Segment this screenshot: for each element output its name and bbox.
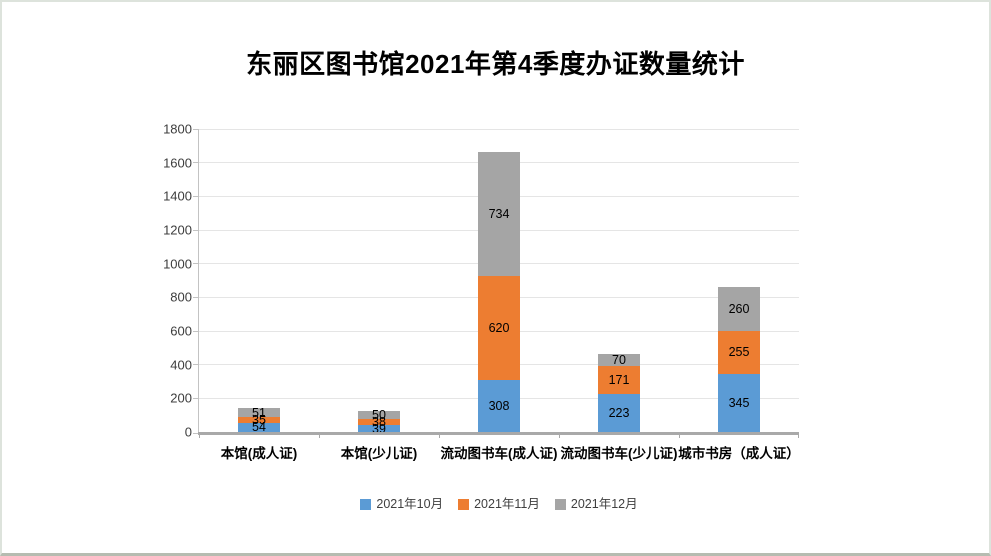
x-axis-line — [198, 432, 799, 435]
y-axis-tick — [193, 330, 199, 332]
bar-segment: 35 — [238, 414, 280, 426]
legend: 2021年10月 2021年11月 2021年12月 — [199, 498, 799, 511]
y-axis-label: 400 — [170, 357, 192, 373]
y-axis-line — [198, 129, 199, 432]
y-axis-label: 1800 — [163, 121, 192, 137]
bar-1: 54 35 51 — [238, 405, 280, 435]
y-axis-tick — [193, 195, 199, 197]
y-axis-label: 800 — [170, 289, 192, 305]
y-axis-labels: 0 200 400 600 800 1000 1200 1400 1600 1800 — [132, 123, 192, 439]
legend-swatch-icon — [360, 498, 372, 510]
x-axis-tick — [679, 432, 680, 438]
x-axis-tick — [199, 432, 200, 438]
x-axis-labels: 本馆(成人证) 本馆(少儿证) 流动图书车(成人证) 流动图书车(少儿证) 城市书房（成… — [199, 442, 800, 462]
y-axis-tick — [193, 263, 199, 265]
legend-swatch-icon — [554, 498, 566, 510]
x-axis-label: 流动图书车(少儿证) — [560, 446, 678, 461]
x-axis-tick — [798, 432, 799, 438]
bar-segment: 260 — [718, 287, 760, 332]
bar-segment-label: 171 — [608, 372, 630, 387]
bar-segment-label: 70 — [612, 352, 626, 367]
x-axis-label: 本馆(成人证) — [220, 446, 298, 461]
x-axis-tick — [559, 432, 560, 438]
y-axis-tick — [193, 296, 199, 298]
bar-segment: 171 — [598, 365, 640, 395]
bar-segment: 345 — [718, 373, 760, 432]
bar-4: 223 171 70 — [598, 354, 640, 432]
y-axis-label: 0 — [184, 424, 192, 440]
y-axis-label: 200 — [170, 390, 192, 406]
bar-2: 39 38 50 — [358, 407, 400, 436]
bar-segment: 51 — [238, 405, 280, 420]
x-axis-tick — [439, 432, 440, 438]
bar-segment-label: 38 — [372, 414, 386, 429]
chart-title: 东丽区图书馆2021年第4季度办证数量统计 — [246, 49, 745, 79]
x-axis-label: 流动图书车(成人证) — [440, 446, 558, 461]
bar-segment: 308 — [478, 380, 520, 432]
gridline — [199, 128, 799, 130]
legend-label: 2021年11月 — [474, 497, 540, 511]
y-axis-label: 600 — [170, 323, 192, 339]
bar-segment: 223 — [598, 394, 640, 432]
bar-segment-label: 35 — [252, 412, 266, 427]
bar-segment-label: 54 — [252, 420, 266, 435]
bar-segment: 38 — [358, 416, 400, 428]
legend-label: 2021年10月 — [376, 497, 444, 511]
y-axis-label: 1000 — [163, 256, 192, 272]
bar-segment-label: 223 — [608, 405, 630, 420]
x-axis-label: 城市书房（成人证） — [678, 446, 800, 461]
bar-3: 308 620 734 — [478, 152, 520, 432]
bar-segment-label: 620 — [488, 320, 510, 335]
bar-segment-label: 39 — [372, 421, 386, 436]
y-axis-tick — [193, 229, 199, 231]
y-axis-tick — [193, 364, 199, 366]
legend-item: 2021年12月 — [554, 497, 638, 511]
bar-segment: 255 — [718, 331, 760, 374]
bar-segment-label: 308 — [488, 398, 510, 413]
bar-segment: 50 — [358, 407, 400, 422]
bar-segment-label: 734 — [488, 206, 510, 221]
x-axis-tick — [319, 432, 320, 438]
bar-segment: 620 — [478, 275, 520, 381]
legend-label: 2021年12月 — [570, 497, 638, 511]
legend-item: 2021年11月 — [458, 498, 540, 511]
y-axis-label: 1600 — [163, 155, 192, 171]
bar-segment-label: 51 — [252, 405, 266, 420]
bar-segment: 39 — [358, 421, 400, 436]
y-axis-label: 1400 — [163, 188, 192, 204]
bar-segment-label: 260 — [728, 301, 750, 316]
y-axis-tick — [193, 128, 199, 130]
bar-segment: 734 — [478, 152, 520, 276]
legend-item: 2021年10月 — [360, 498, 443, 511]
bar-segment: 70 — [598, 354, 640, 366]
plot-area: 54 35 51 39 38 50 308 620 734 223 171 70 345 255 260 — [193, 128, 799, 438]
bar-segment: 54 — [238, 420, 280, 435]
bar-5: 345 255 260 — [718, 287, 760, 432]
bar-segment-label: 255 — [728, 345, 750, 360]
y-axis-tick — [193, 162, 199, 164]
legend-swatch-icon — [458, 498, 470, 510]
x-axis-label: 本馆(少儿证) — [340, 446, 418, 461]
y-axis-tick — [193, 433, 199, 434]
bar-segment-label: 50 — [372, 407, 386, 422]
y-axis-label: 1200 — [163, 222, 192, 238]
y-axis-tick — [193, 397, 199, 399]
bar-segment-label: 345 — [728, 395, 750, 410]
